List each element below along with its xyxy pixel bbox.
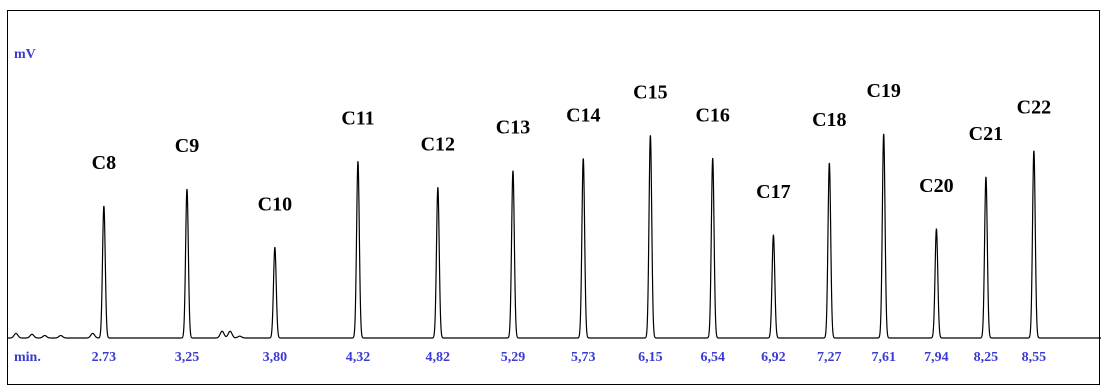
peak-label-c20: C20 xyxy=(919,175,953,197)
peak-label-c19: C19 xyxy=(866,80,900,102)
x-tick-label: 7,27 xyxy=(817,350,842,365)
peak-label-c12: C12 xyxy=(421,134,455,156)
peak-label-c15: C15 xyxy=(633,81,667,103)
x-tick-label: 7,94 xyxy=(924,350,949,365)
x-tick-label: 8,55 xyxy=(1022,350,1047,365)
x-tick-label: 6,54 xyxy=(700,350,725,365)
x-tick-label: 4,82 xyxy=(426,350,451,365)
peak-label-c17: C17 xyxy=(756,181,790,203)
y-axis-unit-label: mV xyxy=(14,47,36,62)
peak-labels: C8 C9 C10 C11 C12 C13 C14 C15 C16 C17 C18 C19 C20 C21… xyxy=(92,80,1051,216)
x-tick-label: 5,73 xyxy=(571,350,596,365)
peak-label-c13: C13 xyxy=(496,117,530,139)
peak-label-c16: C16 xyxy=(695,104,729,126)
x-tick-label: 7,61 xyxy=(871,350,896,365)
peak-label-c9: C9 xyxy=(175,135,199,157)
x-tick-label: 8,25 xyxy=(974,350,999,365)
x-tick-labels: min. 2.73 3,25 3,80 4,32 4,82 5,29 5,73 6,15 6,54… xyxy=(14,350,1046,365)
peak-label-c14: C14 xyxy=(566,104,600,126)
x-tick-label: 6,15 xyxy=(638,350,663,365)
chromatogram-trace xyxy=(8,133,1101,339)
peak-label-c11: C11 xyxy=(341,108,374,130)
chromatogram-frame: mV C8 C9 C10 C11 C12 C13 C14 C15 C16 C17 C18 C19 C20… xyxy=(7,10,1101,385)
x-axis-prefix-label: min. xyxy=(14,350,41,365)
x-tick-label: 6,92 xyxy=(761,350,786,365)
peak-label-c22: C22 xyxy=(1017,97,1051,119)
x-tick-label: 4,32 xyxy=(346,350,371,365)
x-tick-label: 5,29 xyxy=(501,350,526,365)
peak-label-c18: C18 xyxy=(812,109,846,131)
peak-label-c21: C21 xyxy=(969,123,1003,145)
chromatogram-chart: mV C8 C9 C10 C11 C12 C13 C14 C15 C16 C17 C18 C19 C20… xyxy=(8,47,1101,365)
x-tick-label: 3,25 xyxy=(175,350,200,365)
x-tick-label: 2.73 xyxy=(92,350,117,365)
peak-label-c10: C10 xyxy=(258,193,292,215)
peak-label-c8: C8 xyxy=(92,152,116,174)
x-tick-label: 3,80 xyxy=(263,350,288,365)
